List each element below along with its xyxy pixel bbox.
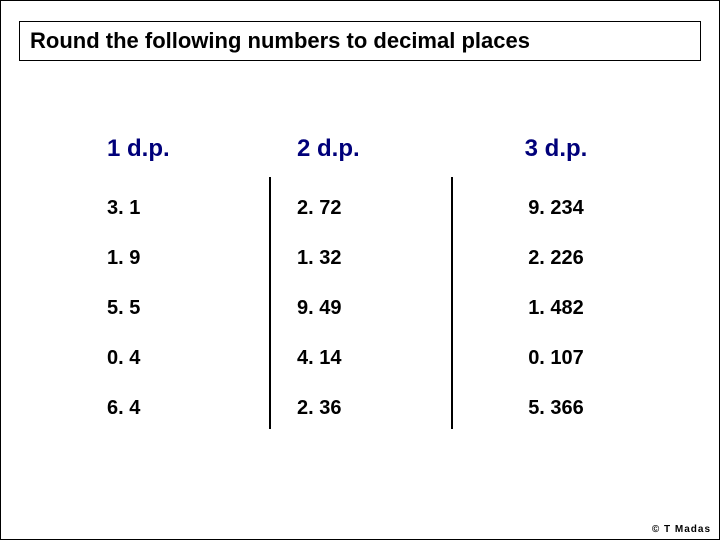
cell-2dp: 2. 36	[291, 397, 471, 420]
cell-2dp: 1. 32	[291, 247, 471, 270]
cell-1dp: 3. 1	[101, 197, 291, 220]
table-header-row: 1 d.p. 2 d.p. 3 d.p.	[101, 121, 641, 177]
table-row: 0. 4 4. 14 0. 107	[101, 333, 641, 383]
copyright-text: © T Madas	[652, 524, 711, 535]
cell-2dp: 2. 72	[291, 197, 471, 220]
cell-2dp: 4. 14	[291, 347, 471, 370]
cell-1dp: 0. 4	[101, 347, 291, 370]
cell-3dp: 2. 226	[471, 247, 641, 270]
cell-1dp: 6. 4	[101, 397, 291, 420]
cell-1dp: 5. 5	[101, 297, 291, 320]
table-row: 5. 5 9. 49 1. 482	[101, 283, 641, 333]
cell-2dp: 9. 49	[291, 297, 471, 320]
rounding-table: 1 d.p. 2 d.p. 3 d.p. 3. 1 2. 72 9. 234 1…	[101, 121, 641, 433]
cell-3dp: 1. 482	[471, 297, 641, 320]
header-3dp: 3 d.p.	[471, 135, 641, 163]
table-row: 1. 9 1. 32 2. 226	[101, 233, 641, 283]
header-2dp: 2 d.p.	[291, 135, 471, 163]
page-title: Round the following numbers to decimal p…	[30, 28, 690, 54]
cell-1dp: 1. 9	[101, 247, 291, 270]
cell-3dp: 9. 234	[471, 197, 641, 220]
cell-3dp: 5. 366	[471, 397, 641, 420]
table-row: 6. 4 2. 36 5. 366	[101, 383, 641, 433]
title-box: Round the following numbers to decimal p…	[19, 21, 701, 61]
header-1dp: 1 d.p.	[101, 135, 291, 163]
table-row: 3. 1 2. 72 9. 234	[101, 183, 641, 233]
cell-3dp: 0. 107	[471, 347, 641, 370]
